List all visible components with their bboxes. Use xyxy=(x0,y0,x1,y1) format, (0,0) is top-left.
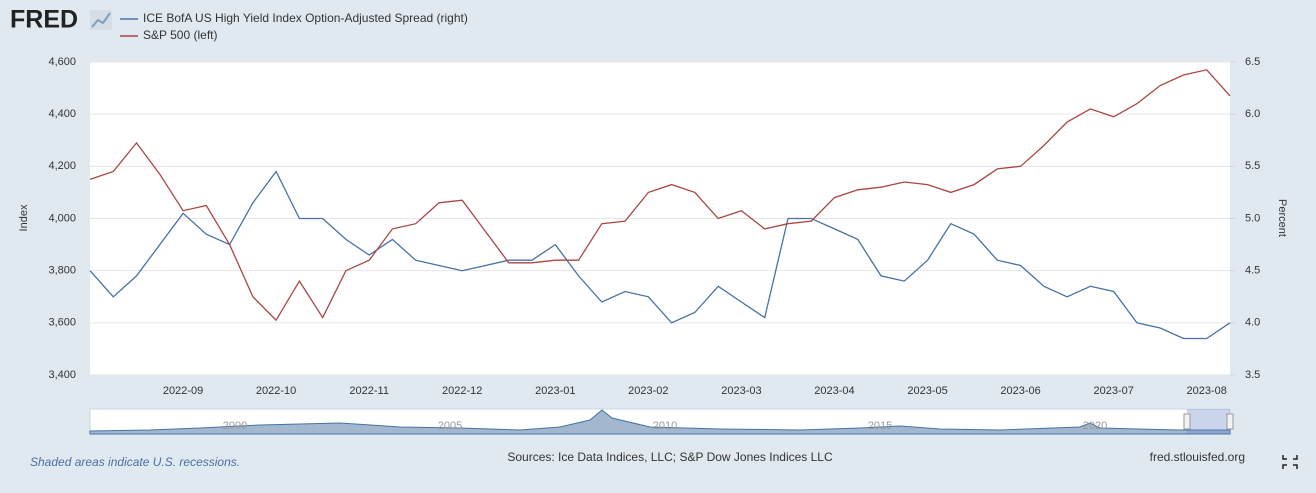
x-tick-label: 2022-12 xyxy=(442,385,482,397)
x-tick-label: 2023-01 xyxy=(535,385,575,397)
x-tick-label: 2022-10 xyxy=(256,385,296,397)
recession-note: Shaded areas indicate U.S. recessions. xyxy=(30,455,240,469)
y-tick-label: 3,800 xyxy=(48,265,76,277)
navigator-window[interactable] xyxy=(1187,409,1230,434)
x-tick-label: 2023-07 xyxy=(1093,385,1133,397)
legend-label: ICE BofA US High Yield Index Option-Adju… xyxy=(143,11,468,25)
y2-tick-label: 6.5 xyxy=(1245,56,1260,68)
y-tick-label: 4,000 xyxy=(48,212,76,224)
y-tick-label: 3,600 xyxy=(48,317,76,329)
y2-tick-label: 6.0 xyxy=(1245,108,1260,120)
y2-tick-label: 4.0 xyxy=(1245,317,1260,329)
series-line xyxy=(89,170,1231,340)
logo-icon-line xyxy=(91,12,111,28)
y-axis-label: Index xyxy=(18,204,30,231)
source: Sources: Ice Data Indices, LLC; S&P Dow … xyxy=(507,450,833,464)
y2-tick-label: 5.0 xyxy=(1245,212,1260,224)
legend-label: S&P 500 (left) xyxy=(143,28,217,42)
y-tick-label: 3,400 xyxy=(48,369,76,381)
navigator-label: 2000 xyxy=(223,420,247,432)
y-tick-label: 4,200 xyxy=(48,160,76,172)
y2-tick-label: 5.5 xyxy=(1245,160,1260,172)
navigator-series xyxy=(89,409,1231,435)
navigator-label: 2020 xyxy=(1083,420,1107,432)
x-tick-label: 2023-05 xyxy=(907,385,947,397)
x-tick-label: 2022-09 xyxy=(163,385,203,397)
logo: FRED xyxy=(10,6,78,34)
site: fred.stlouisfed.org xyxy=(1150,450,1245,464)
y2-tick-label: 3.5 xyxy=(1245,369,1260,381)
navigator-handle[interactable] xyxy=(1226,413,1234,430)
x-tick-label: 2023-04 xyxy=(814,385,854,397)
x-tick-label: 2023-08 xyxy=(1187,385,1227,397)
y-tick-label: 4,400 xyxy=(48,108,76,120)
fullscreen-icon[interactable] xyxy=(1282,455,1298,469)
x-tick-label: 2023-02 xyxy=(628,385,668,397)
series-line xyxy=(89,69,1231,322)
y2-tick-label: 4.5 xyxy=(1245,265,1260,277)
x-tick-label: 2023-06 xyxy=(1000,385,1040,397)
y2-axis-label: Percent xyxy=(1276,199,1288,237)
logo-icon xyxy=(90,10,112,30)
navigator-label: 2005 xyxy=(438,420,462,432)
x-tick-label: 2023-03 xyxy=(721,385,761,397)
y-tick-label: 4,600 xyxy=(48,56,76,68)
navigator-handle[interactable] xyxy=(1183,413,1191,430)
navigator-label: 2010 xyxy=(653,420,677,432)
x-tick-label: 2022-11 xyxy=(349,385,389,397)
navigator-label: 2015 xyxy=(868,420,892,432)
